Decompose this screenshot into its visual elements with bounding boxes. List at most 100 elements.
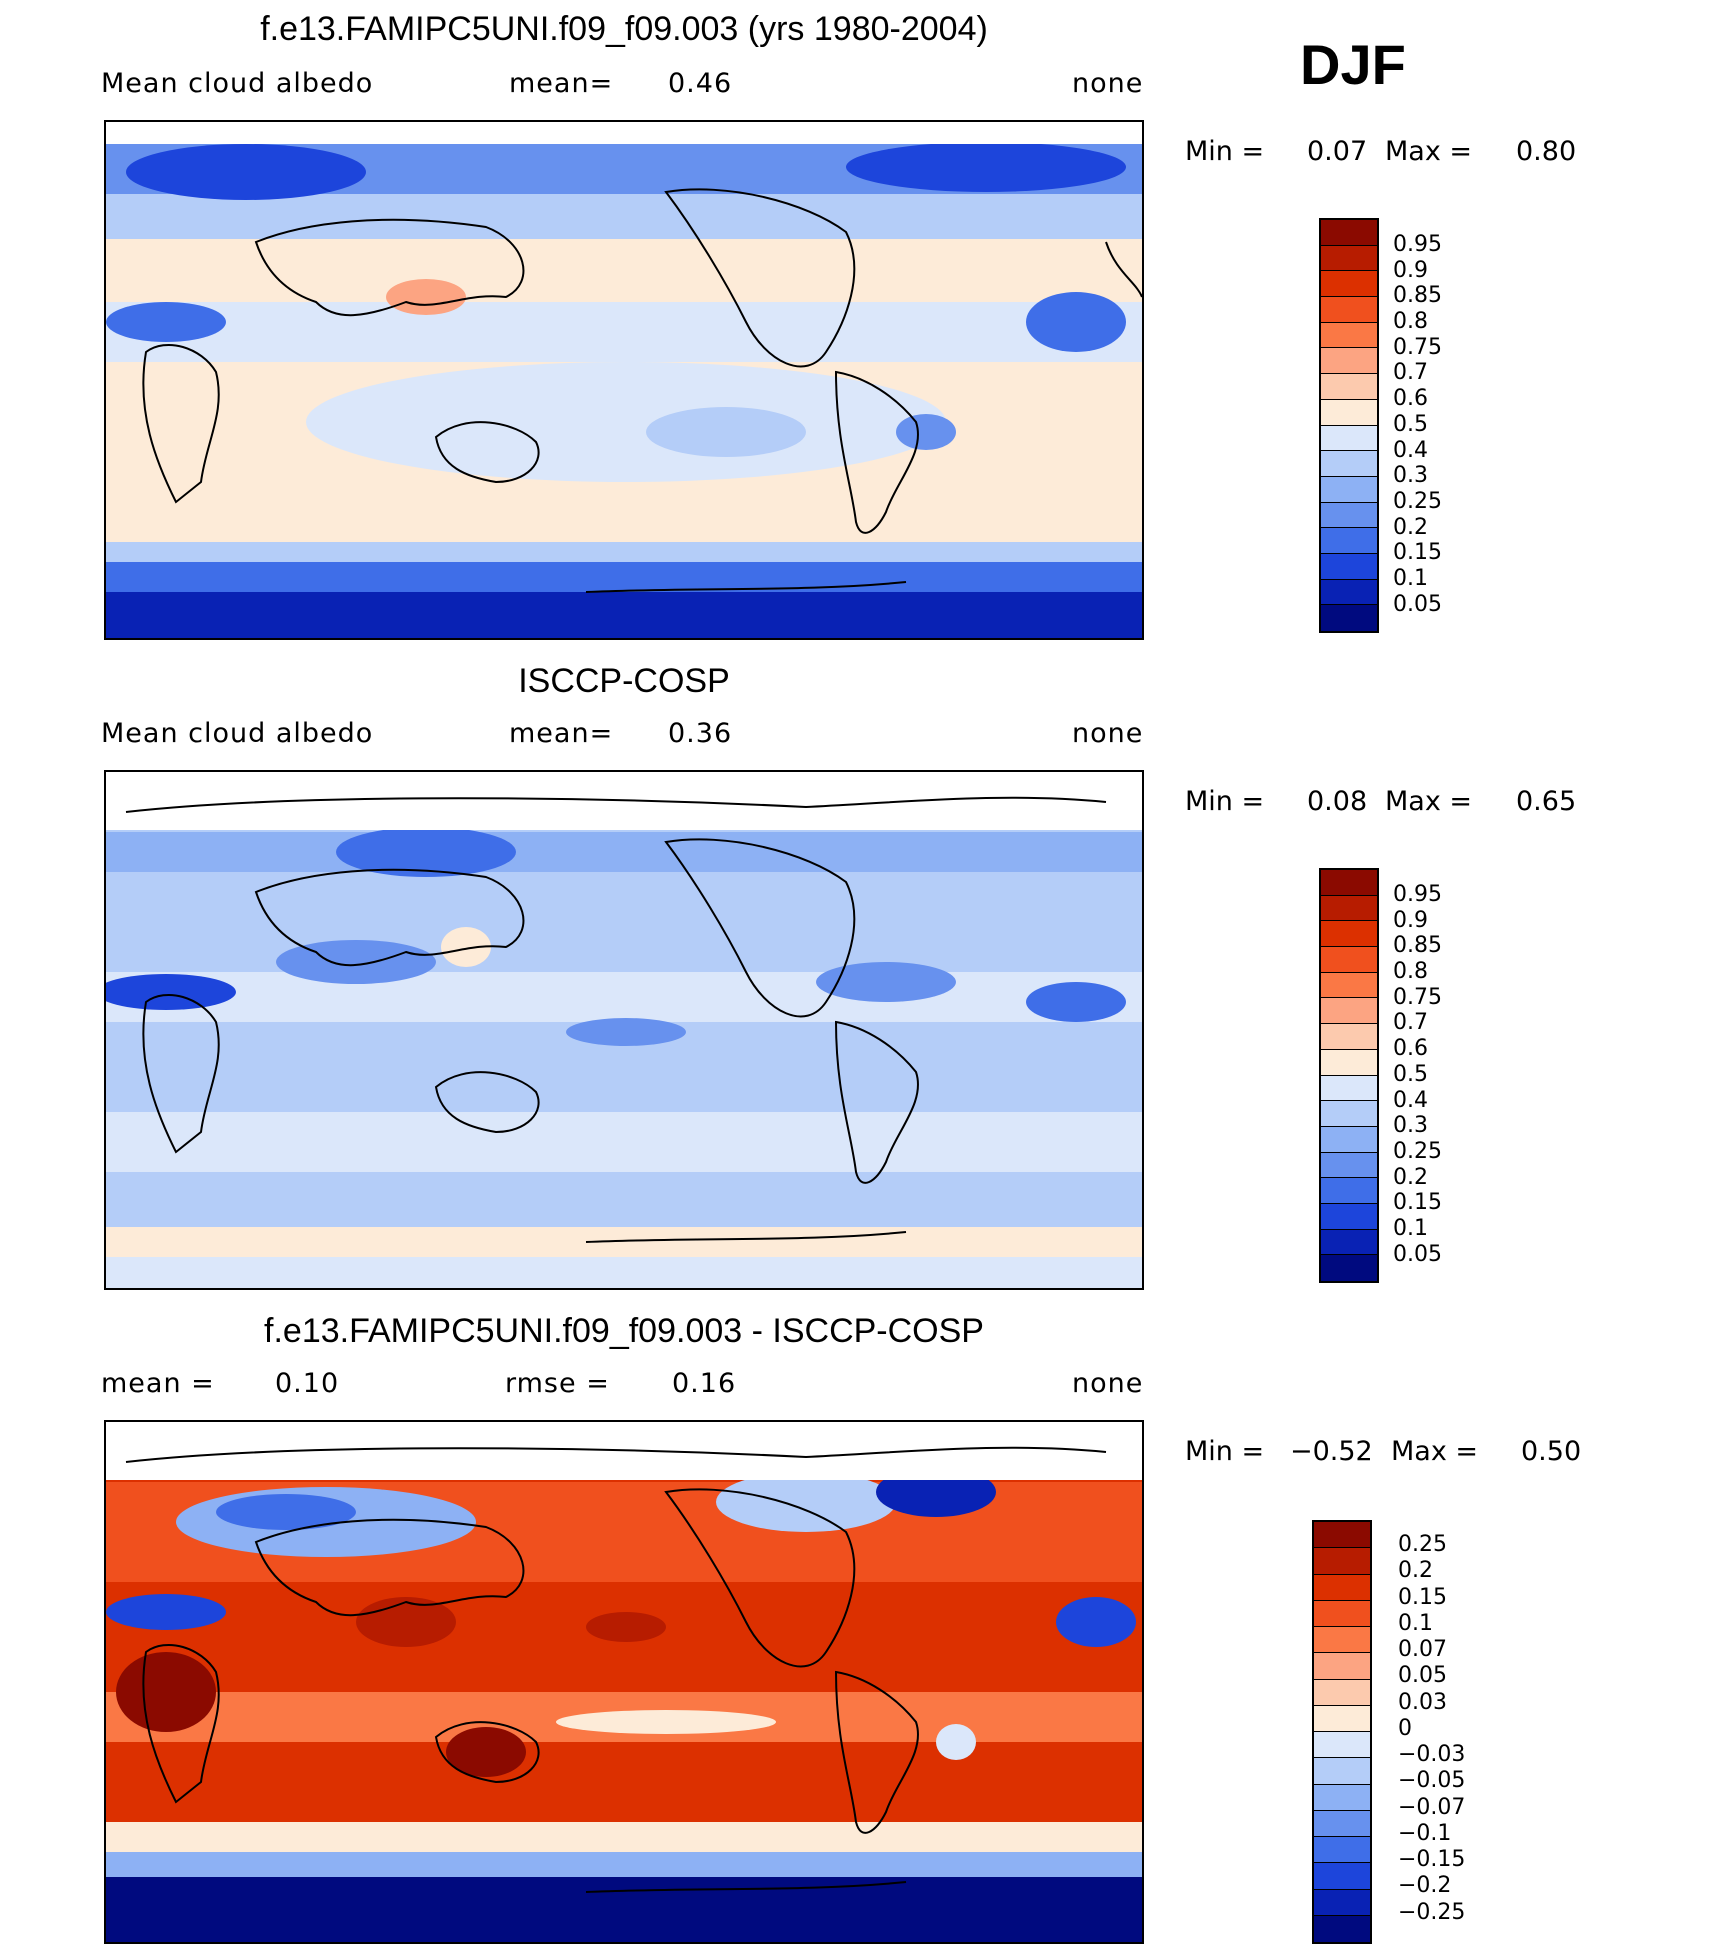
- colorbar-tick-label: 0.25: [1393, 488, 1442, 514]
- min-value: 0.08: [1307, 786, 1368, 817]
- max-value: 0.65: [1516, 786, 1577, 817]
- units-label: none: [1072, 718, 1144, 749]
- colorbar-tick-label: −0.07: [1398, 1794, 1466, 1820]
- colorbar-swatch: [1314, 1837, 1370, 1864]
- colorbar-swatch: [1321, 1126, 1377, 1153]
- mean-value: 0.10: [275, 1368, 340, 1399]
- colorbar-swatch: [1314, 1784, 1370, 1811]
- colorbar-tick-label: 0.25: [1393, 1138, 1442, 1164]
- colorbar-tick-label: 0.3: [1393, 463, 1428, 489]
- colorbar-swatch: [1321, 870, 1377, 896]
- panel-title: f.e13.FAMIPC5UNI.f09_f09.003 (yrs 1980-2…: [260, 10, 988, 48]
- colorbar-tick-label: 0.6: [1393, 386, 1428, 412]
- colorbar-swatch: [1321, 502, 1377, 529]
- colorbar-swatch: [1321, 425, 1377, 452]
- min-value: −0.52: [1290, 1436, 1373, 1467]
- colorbar-swatch: [1321, 579, 1377, 606]
- colorbar-tick-label: 0.5: [1393, 411, 1428, 437]
- colorbar-tick-label: 0.25: [1398, 1532, 1447, 1557]
- map-observation: [104, 770, 1144, 1290]
- units-label: none: [1072, 68, 1144, 99]
- colorbar-swatch: [1321, 348, 1377, 375]
- map-model: [104, 120, 1144, 640]
- colorbar-tick-label: 0.2: [1393, 514, 1428, 540]
- colorbar-tick-label: 0.05: [1393, 591, 1442, 617]
- colorbar-swatch: [1314, 1810, 1370, 1837]
- colorbar-swatch: [1321, 399, 1377, 426]
- colorbar-tick-label: 0.1: [1393, 1215, 1428, 1241]
- map-plot: [106, 1422, 1142, 1942]
- colorbar-swatch: [1314, 1705, 1370, 1732]
- units-label: none: [1072, 1368, 1144, 1399]
- colorbar-swatch: [1314, 1522, 1370, 1549]
- mean-label: mean =: [101, 1368, 215, 1399]
- colorbar-tick-label: 0.03: [1398, 1689, 1447, 1715]
- colorbar-tick-label: 0.7: [1393, 360, 1428, 386]
- field-label: Mean cloud albedo: [101, 68, 374, 99]
- colorbar-swatch: [1321, 972, 1377, 999]
- minmax-row: Min = −0.52 Max = 0.50: [1185, 1436, 1581, 1622]
- mean-value: 0.36: [668, 718, 733, 749]
- colorbar-tick-label: 0.5: [1393, 1061, 1428, 1087]
- max-label: Max =: [1391, 1436, 1479, 1467]
- colorbar-tick-label: 0.6: [1393, 1036, 1428, 1062]
- max-value: 0.50: [1521, 1436, 1582, 1467]
- min-label: Min =: [1185, 1436, 1265, 1467]
- colorbar-swatch: [1321, 947, 1377, 973]
- colorbar-swatch: [1321, 1255, 1377, 1281]
- colorbar-swatch: [1314, 1889, 1370, 1916]
- colorbar-swatch: [1321, 271, 1377, 298]
- map-difference: [104, 1420, 1144, 1944]
- colorbar-tick-label: 0.15: [1393, 1190, 1442, 1216]
- colorbar-tick-label: 0.7: [1393, 1010, 1428, 1036]
- colorbar-swatch: [1321, 374, 1377, 400]
- panel-difference: f.e13.FAMIPC5UNI.f09_f09.003 - ISCCP-COS…: [0, 1300, 1710, 1950]
- colorbar-tick-label: −0.15: [1398, 1847, 1466, 1872]
- panel-title: ISCCP-COSP: [518, 662, 730, 700]
- colorbar-swatch: [1314, 1574, 1370, 1601]
- minmax-row: Min = 0.07 Max = 0.80: [1185, 136, 1576, 322]
- colorbar-tick-label: 0.2: [1398, 1558, 1433, 1584]
- colorbar-tick-label: 0.85: [1393, 283, 1442, 309]
- colorbar-tick-label: −0.25: [1398, 1899, 1466, 1925]
- colorbar-swatch: [1321, 998, 1377, 1025]
- colorbar-tick-label: −0.03: [1398, 1742, 1466, 1767]
- max-label: Max =: [1385, 136, 1473, 167]
- colorbar: [1312, 1520, 1372, 1944]
- panel-observation: ISCCP-COSP Mean cloud albedo mean= 0.36 …: [0, 650, 1710, 1300]
- colorbar-swatch: [1321, 1101, 1377, 1127]
- colorbar-swatch: [1321, 1203, 1377, 1230]
- colorbar-tick-label: 0.8: [1393, 959, 1428, 985]
- colorbar-swatch: [1321, 528, 1377, 554]
- mean-label: mean=: [509, 68, 614, 99]
- colorbar-tick-label: 0.4: [1393, 1087, 1428, 1113]
- colorbar-swatch: [1314, 1863, 1370, 1890]
- colorbar-swatch: [1314, 1627, 1370, 1654]
- colorbar-tick-label: −0.1: [1398, 1820, 1452, 1846]
- colorbar-tick-label: −0.05: [1398, 1768, 1466, 1794]
- min-label: Min =: [1185, 786, 1265, 817]
- colorbar-swatch: [1321, 921, 1377, 948]
- colorbar: [1319, 218, 1379, 633]
- colorbar-swatch: [1314, 1653, 1370, 1680]
- colorbar-tick-label: 0.8: [1393, 309, 1428, 335]
- colorbar-swatch: [1321, 1049, 1377, 1076]
- min-value: 0.07: [1307, 136, 1368, 167]
- colorbar-swatch: [1314, 1758, 1370, 1785]
- panel-model: f.e13.FAMIPC5UNI.f09_f09.003 (yrs 1980-2…: [0, 0, 1710, 650]
- field-label: Mean cloud albedo: [101, 718, 374, 749]
- colorbar-tick-label: 0.9: [1393, 907, 1428, 933]
- colorbar-swatch: [1321, 476, 1377, 503]
- colorbar-tick-label: 0.75: [1393, 334, 1442, 360]
- rmse-label: rmse =: [505, 1368, 610, 1399]
- colorbar-tick-label: 0.1: [1393, 565, 1428, 591]
- colorbar-swatch: [1314, 1600, 1370, 1627]
- map-plot: [106, 122, 1142, 638]
- colorbar-swatch: [1314, 1679, 1370, 1706]
- colorbar-tick-label: 0.15: [1398, 1584, 1447, 1610]
- colorbar-tick-label: 0.4: [1393, 437, 1428, 463]
- colorbar-swatch: [1314, 1915, 1370, 1942]
- colorbar-tick-label: 0.3: [1393, 1113, 1428, 1139]
- colorbar-tick-label: 0.95: [1393, 232, 1442, 257]
- map-plot: [106, 772, 1142, 1288]
